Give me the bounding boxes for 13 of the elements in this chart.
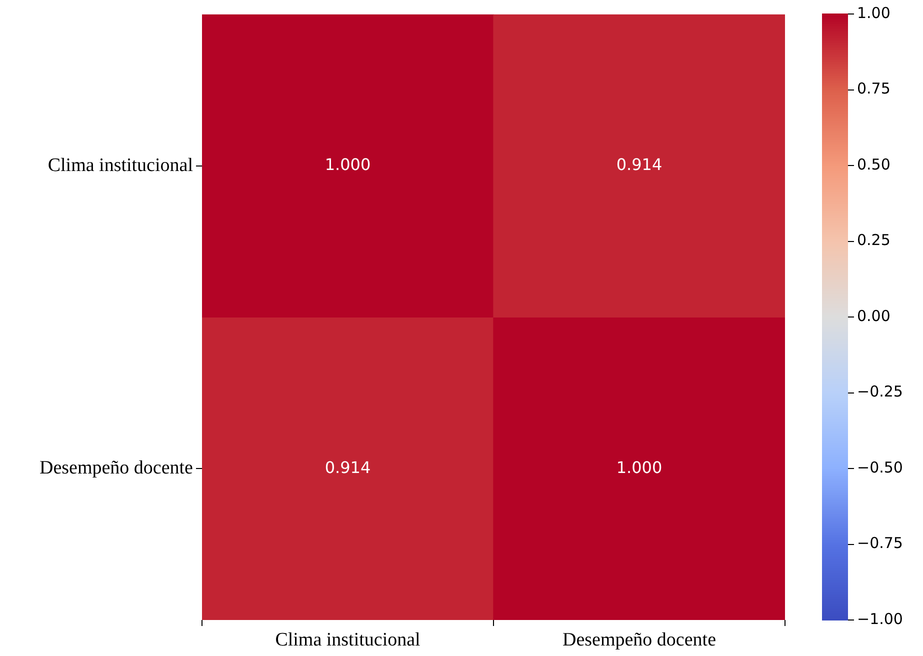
color-bar-label: 0.00 <box>857 306 890 325</box>
data-label: 1.000 <box>324 154 371 174</box>
color-bar-label: −1.00 <box>857 610 903 628</box>
data-label: 0.914 <box>324 458 371 477</box>
color-bar-label: −0.25 <box>857 382 903 401</box>
color-bar-label: −0.75 <box>857 534 903 552</box>
color-bar-label: 1.00 <box>857 4 890 22</box>
data-label: 1.000 <box>616 458 662 477</box>
color-bar-label: 0.75 <box>857 80 890 98</box>
color-bar-label: 0.50 <box>857 155 890 174</box>
color-bar-label: 0.25 <box>857 231 890 250</box>
data-label: 0.914 <box>616 154 662 174</box>
color-bar-label: −0.50 <box>857 458 903 476</box>
